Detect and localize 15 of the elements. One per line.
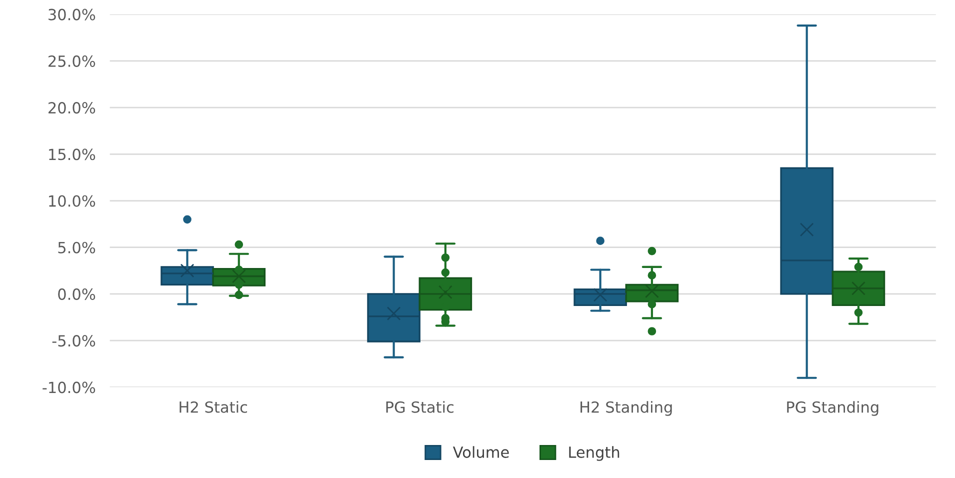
x-tick-label: H2 Static [180, 401, 248, 413]
y-tick-label: 25.0% [48, 55, 96, 67]
y-tick-label: 15.0% [49, 148, 96, 160]
x-tick-label: H2 Standing [580, 401, 672, 416]
y-tick-label: 30.0% [48, 8, 96, 20]
legend-label: Volume [452, 446, 509, 458]
y-tick-label: 10.0% [49, 195, 96, 207]
y-tick-label: 5.0% [58, 242, 96, 254]
y-tick-label: 20.0% [48, 102, 96, 114]
x-tick-label: PG Standing [787, 401, 878, 416]
y-tick-label: -5.0% [52, 335, 96, 347]
y-tick-label: -10.0% [42, 382, 96, 394]
x-tick-label: PG Static [386, 401, 454, 413]
legend-label: Length [569, 446, 620, 461]
y-tick-label: 0.0% [58, 288, 96, 300]
